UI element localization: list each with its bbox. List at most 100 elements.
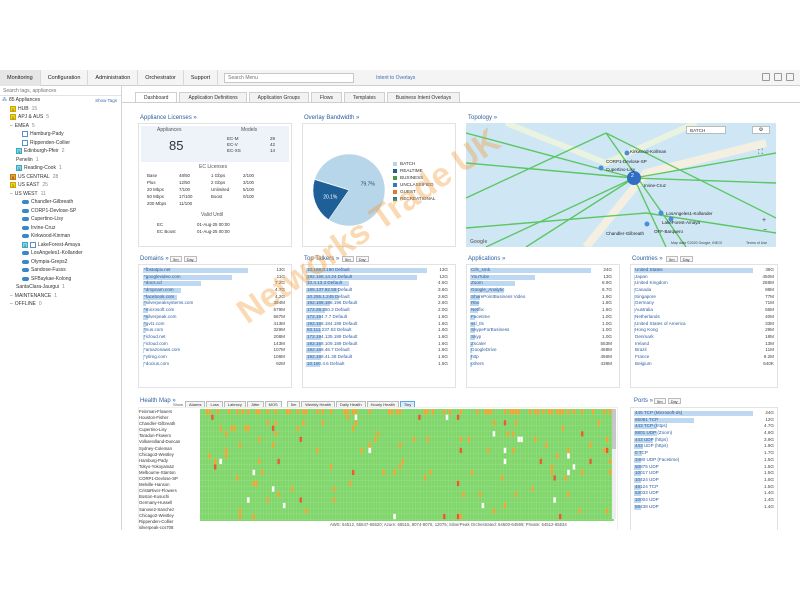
list-item[interactable]: SharePointBusiness Video 1.9G xyxy=(470,294,612,301)
health-map-scrollbar[interactable] xyxy=(612,409,616,519)
list-item[interactable]: *silverpeak.com 587M xyxy=(143,314,285,321)
help-icon[interactable] xyxy=(786,73,794,81)
user-icon[interactable] xyxy=(774,73,782,81)
tree-item[interactable]: SFBaykae-Kolong xyxy=(0,275,121,284)
list-item[interactable]: 172.28.250.2 Default 2.0G xyxy=(306,307,448,314)
topology-title[interactable]: Topology xyxy=(468,115,497,121)
list-item[interactable]: 443 UDP (https) 3.9G xyxy=(634,437,774,444)
list-item[interactable]: 443 UDP (https) 1.9G xyxy=(634,443,774,450)
list-item[interactable]: 172.194.7.7 Default 1.6G xyxy=(306,314,448,321)
gear-icon[interactable]: ⚙ xyxy=(752,126,770,134)
list-item[interactable]: Netherlands 40M xyxy=(634,314,774,321)
list-item[interactable]: Zscaler 553M xyxy=(470,341,612,348)
list-item[interactable]: 443 TCP (https) 4.7G xyxy=(634,423,774,430)
list-item[interactable]: 10.180.4.6 Default 1.5G xyxy=(306,361,448,368)
health-appliance-name[interactable]: Melbourne-Stanton xyxy=(139,469,176,475)
list-item[interactable]: *googlevideo.com 11G xyxy=(143,274,285,281)
list-item[interactable]: Skyp 1.0G xyxy=(470,334,612,341)
tree-item[interactable]: Sandose-Fusss xyxy=(0,266,121,275)
list-item[interactable]: Brazil 11M xyxy=(634,347,774,354)
intent-overlay-link[interactable]: Intent to Overlays xyxy=(376,74,416,81)
legend-item[interactable]: BATCH xyxy=(393,160,435,167)
list-item[interactable]: 192.168.14.24 Default 12G xyxy=(306,274,448,281)
tree-item[interactable]: 5 US CENTRAL 28 xyxy=(0,173,121,182)
domains-title[interactable]: Domains xyxy=(140,256,169,262)
pie-slice-batch[interactable] xyxy=(314,153,386,227)
tree-item[interactable]: 1 HUB 15 xyxy=(0,105,121,114)
tree-root[interactable]: ⁂ 85 Appliances xyxy=(2,97,41,103)
expand-icon[interactable]: – xyxy=(10,190,13,197)
list-item[interactable]: Ireland 13M xyxy=(634,341,774,348)
list-item[interactable]: *fbstatpix.net 13G xyxy=(143,267,285,274)
list-item[interactable]: GoogleDrive 468M xyxy=(470,347,612,354)
list-item[interactable]: Google_Analytic 6.7G xyxy=(470,287,612,294)
list-item[interactable]: 48124 TCP 1.5G xyxy=(634,484,774,491)
health-appliance-name[interactable]: Chicago2-Westley xyxy=(139,512,174,518)
list-item[interactable]: *gvt1.com 413M xyxy=(143,321,285,328)
appliance-search-input[interactable] xyxy=(0,86,100,95)
list-item[interactable]: ssl_tls 1.0G xyxy=(470,321,612,328)
list-item[interactable]: 53033 UDP 1.4G xyxy=(634,490,774,497)
list-item[interactable]: SkypeForBusiness 1.0G xyxy=(470,327,612,334)
list-item[interactable]: 10424 UDP 1.5G xyxy=(634,477,774,484)
list-item[interactable]: Canada 98M xyxy=(634,287,774,294)
nav-monitoring[interactable]: Monitoring xyxy=(0,70,41,86)
list-item[interactable]: 65081 TCP 12G xyxy=(634,417,774,424)
tab-templates[interactable]: Templates xyxy=(343,92,385,102)
nav-administration[interactable]: Administration xyxy=(88,70,139,86)
domains-5m-button[interactable]: 5m xyxy=(170,256,182,262)
list-item[interactable]: Japan 450M xyxy=(634,274,774,281)
applications-title[interactable]: Applications xyxy=(468,256,505,262)
legend-item[interactable]: UNCLASSIFIED xyxy=(393,181,435,188)
list-item[interactable]: United Kingdom 288M xyxy=(634,280,774,287)
tree-item[interactable]: 1 Reading-Cook 1 xyxy=(0,164,121,173)
health-appliance-name[interactable]: Tokyo-Yokoyama2 xyxy=(139,463,174,469)
expand-icon[interactable]: – xyxy=(10,301,13,307)
countries-title[interactable]: Countries xyxy=(632,256,663,262)
health-appliance-name[interactable]: Sanose2-Sanchez xyxy=(139,506,175,512)
zoom-in-icon[interactable]: + xyxy=(762,217,767,224)
list-item[interactable]: Singapore 77M xyxy=(634,294,774,301)
ports-title[interactable]: Ports xyxy=(634,398,653,404)
legend-item[interactable]: REALTIME xyxy=(393,167,435,174)
tree-item[interactable]: – OFFLINE 0 xyxy=(0,300,121,309)
nav-orchestrator[interactable]: Orchestrator xyxy=(138,70,184,86)
list-item[interactable]: 50875 UDP 1.5G xyxy=(634,464,774,471)
list-item[interactable]: 58438 UDP 1.4G xyxy=(634,504,774,511)
list-item[interactable]: 10.255.1.245 Default 3.6G xyxy=(306,294,448,301)
tree-item[interactable]: 1 Edinburgh-Pfeir 2 xyxy=(0,147,121,156)
health-appliance-name[interactable]: Rippenden-Collier xyxy=(139,518,174,524)
tree-item[interactable]: Chandler-Gilbreath xyxy=(0,198,121,207)
list-item[interactable]: 8801 UDP (Zoom) 4.6G xyxy=(634,430,774,437)
list-item[interactable]: Netflix 1.6G xyxy=(470,307,612,314)
list-item[interactable]: *icloud.net 208M xyxy=(143,334,285,341)
tree-item[interactable]: Hamburg-Pady xyxy=(0,130,121,139)
tab-application-groups[interactable]: Application Groups xyxy=(248,92,309,102)
list-item[interactable]: Cifs_smb 24G xyxy=(470,267,612,274)
health-map-grid[interactable] xyxy=(200,409,614,521)
appliance-licenses-title[interactable]: Appliance Licenses xyxy=(140,115,197,121)
tree-item[interactable]: – MAINTENANCE 1 xyxy=(0,292,121,301)
health-map-title[interactable]: Health Map xyxy=(140,398,176,404)
list-item[interactable]: 185.137.82.58 Default 3.6G xyxy=(306,287,448,294)
tab-flows[interactable]: Flows xyxy=(310,92,342,102)
list-item[interactable]: 10.168.0.190 Default 13G xyxy=(306,267,448,274)
tree-item[interactable]: 1 US EAST 25 xyxy=(0,181,121,190)
health-appliance-name[interactable]: Sydney-Coleman xyxy=(139,445,172,451)
pie-slice-realtime[interactable] xyxy=(312,179,350,220)
list-item[interactable]: *ytimg.com 108M xyxy=(143,354,285,361)
health-appliance-name[interactable]: Houston-Fisher xyxy=(139,415,169,421)
tab-application-definitions[interactable]: Application Definitions xyxy=(179,92,247,102)
tree-item[interactable]: Irvine-Cruz xyxy=(0,224,121,233)
tree-item[interactable]: SantaClara-Jaurgui 1 xyxy=(0,283,121,292)
tree-item[interactable]: CORP1-Devlose-SP xyxy=(0,207,121,216)
health-appliance-name[interactable]: CORP1-Devlose-SP xyxy=(139,476,178,482)
list-item[interactable]: 10004 UDP 1.4G xyxy=(634,497,774,504)
countries-day-button[interactable]: Day xyxy=(679,256,693,262)
tree-item[interactable]: Penelin 1 xyxy=(0,156,121,165)
health-appliance-name[interactable]: Chandler-Gilbreath xyxy=(139,421,176,427)
tree-item[interactable]: Olympia-Greps2 xyxy=(0,258,121,267)
health-appliance-name[interactable]: Cupertino-Lisy xyxy=(139,427,167,433)
zoom-out-icon[interactable]: − xyxy=(763,227,768,234)
list-item[interactable]: 192.168.46.7 Default 1.6G xyxy=(306,347,448,354)
